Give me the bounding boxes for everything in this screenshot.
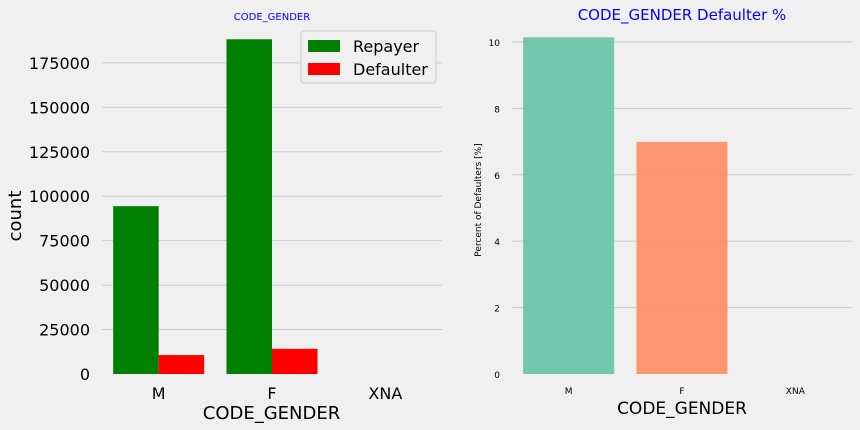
y-tick-label: 75000 [39, 232, 90, 251]
y-tick-label: 25000 [39, 321, 90, 340]
y-tick-label: 4 [494, 238, 500, 248]
y-tick-label: 0 [494, 371, 500, 381]
y-tick-label: 10 [489, 39, 501, 49]
x-tick-label: M [565, 387, 573, 397]
y-tick-label: 2 [494, 305, 500, 315]
bar-defaulter [272, 348, 318, 374]
y-tick-label: 100000 [29, 187, 90, 206]
x-tick-label: XNA [786, 387, 806, 397]
legend: Repayer Defaulter [300, 30, 437, 84]
y-axis-label: count [5, 191, 26, 242]
x-tick-label: M [152, 384, 166, 403]
x-tick-label: F [267, 384, 276, 403]
bar-repayer [113, 206, 159, 374]
bar-repayer [226, 39, 272, 374]
y-tick-label: 8 [494, 105, 500, 115]
y-tick-label: 0 [80, 365, 90, 384]
y-tick-label: 175000 [29, 54, 90, 73]
x-axis-label: CODE_GENDER [203, 403, 341, 424]
y-axis-label: Percent of Defaulters [%] [474, 143, 484, 257]
legend-label: Repayer [353, 37, 420, 56]
y-tick-label: 150000 [29, 98, 90, 117]
legend-swatch [308, 40, 340, 52]
bar-defaulter [158, 355, 205, 374]
x-axis-label: CODE_GENDER [617, 399, 747, 419]
y-tick-label: 6 [494, 172, 500, 182]
chart-title: CODE_GENDER Defaulter % [578, 6, 787, 25]
y-tick-label: 50000 [39, 276, 90, 295]
legend-label: Defaulter [353, 60, 428, 79]
x-tick-label: F [679, 387, 684, 397]
x-tick-label: XNA [368, 384, 402, 403]
bar-percent-m [523, 37, 615, 374]
legend-swatch [308, 63, 340, 75]
chart-title: CODE_GENDER [234, 12, 310, 23]
y-tick-label: 125000 [29, 143, 90, 162]
bar-percent-f [636, 141, 728, 374]
